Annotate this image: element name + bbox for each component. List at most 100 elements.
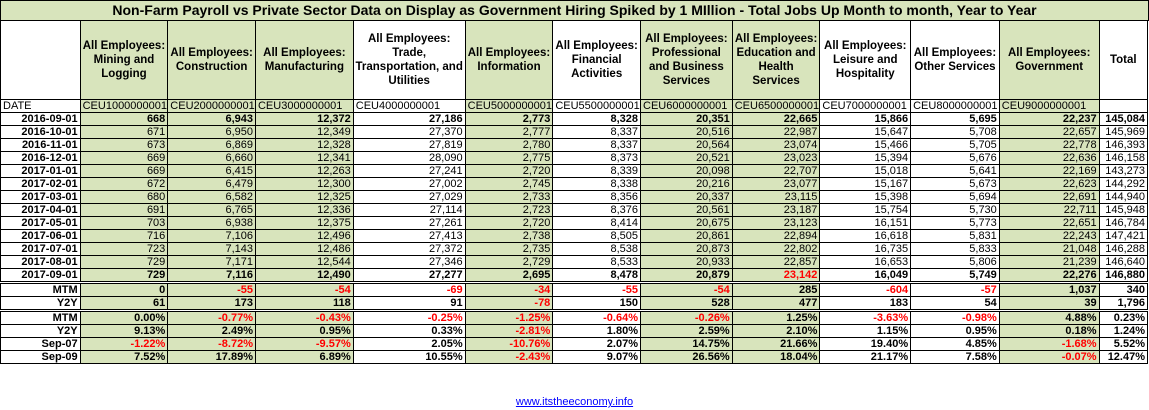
data-cell: 16,735 [819, 242, 912, 256]
data-cell: 23,123 [731, 216, 821, 230]
data-cell: 1.15% [819, 324, 912, 338]
data-cell: 22,707 [731, 164, 821, 178]
row-label: 2017-06-01 [0, 229, 81, 243]
data-cell: 12,328 [254, 138, 354, 152]
data-cell: 147,421 [1098, 229, 1149, 243]
data-cell: 5,833 [910, 242, 1000, 256]
data-cell: 61 [79, 296, 169, 311]
sheet-title: Non-Farm Payroll vs Private Sector Data … [0, 0, 1149, 21]
data-cell: 20,516 [640, 125, 733, 139]
data-cell: 8,339 [552, 164, 641, 178]
data-cell: 18.04% [731, 350, 821, 364]
data-cell: -55 [552, 281, 641, 297]
column-header: All Employees: Mining and Logging [79, 20, 169, 100]
series-code-cell: CEU9000000001 [998, 99, 1100, 113]
data-cell: 2.10% [731, 324, 821, 338]
data-cell: 4.85% [910, 337, 1000, 351]
data-cell: -604 [819, 281, 912, 297]
row-label: 2017-04-01 [0, 203, 81, 217]
data-cell: 669 [79, 164, 169, 178]
data-cell: 528 [640, 296, 733, 311]
column-header: All Employees: Information [464, 20, 554, 100]
data-cell: 14.75% [640, 337, 733, 351]
data-cell: 8,538 [552, 242, 641, 256]
row-label: 2016-12-01 [0, 151, 81, 165]
data-cell: 2.07% [552, 337, 641, 351]
data-cell: 12,263 [254, 164, 354, 178]
data-cell: 1.24% [1098, 324, 1149, 338]
data-cell: 23,187 [731, 203, 821, 217]
data-cell: 22,243 [998, 229, 1100, 243]
data-cell: 2,775 [464, 151, 554, 165]
data-cell: 0.33% [352, 324, 466, 338]
data-cell: 12.47% [1098, 350, 1149, 364]
data-cell: 16,049 [819, 268, 912, 283]
data-cell: 7,116 [167, 268, 256, 283]
data-cell: 6,869 [167, 138, 256, 152]
data-cell: 7,171 [167, 255, 256, 269]
column-header: All Employees: Education and Health Serv… [731, 20, 821, 100]
footer-link[interactable]: www.itstheeconomy.info [515, 396, 634, 408]
data-cell: 8,356 [552, 190, 641, 204]
table-row: 2017-05-01 703 6,938 12,375 27,261 2,720 8,414… [0, 216, 1149, 230]
data-cell: 5,694 [910, 190, 1000, 204]
data-cell: 118 [254, 296, 354, 311]
row-label: 2017-07-01 [0, 242, 81, 256]
column-header: All Employees: Construction [167, 20, 256, 100]
data-cell: 0.18% [998, 324, 1100, 338]
data-cell: 1.25% [731, 309, 821, 325]
data-cell: 146,784 [1098, 216, 1149, 230]
data-cell: 729 [79, 255, 169, 269]
column-header: All Employees: Professional and Business… [640, 20, 733, 100]
data-cell: 91 [352, 296, 466, 311]
data-cell: 668 [79, 112, 169, 126]
data-cell: 6,938 [167, 216, 256, 230]
data-cell: 23,023 [731, 151, 821, 165]
column-header: All Employees: Manufacturing [254, 20, 354, 100]
table-row: 2017-01-01 669 6,415 12,263 27,241 2,720 8,339… [0, 164, 1149, 178]
table-row: 2017-06-01 716 7,106 12,496 27,413 2,738 8,505… [0, 229, 1149, 243]
data-cell: 16,653 [819, 255, 912, 269]
header-row: All Employees: Mining and Logging All Emp… [0, 20, 1149, 100]
row-label: MTM [0, 281, 81, 297]
data-cell: 8,337 [552, 125, 641, 139]
series-code-cell: CEU4000000001 [352, 99, 466, 113]
data-cell: 1,796 [1098, 296, 1149, 311]
data-cell: 729 [79, 268, 169, 283]
series-code-cell: CEU3000000001 [254, 99, 354, 113]
data-cell: -3.63% [819, 309, 912, 325]
series-code-row: DATE CEU1000000001 CEU2000000001 CEU3000000… [0, 99, 1149, 113]
series-code-cell: DATE [0, 99, 81, 113]
data-cell: 2,777 [464, 125, 554, 139]
data-cell: 2.49% [167, 324, 256, 338]
data-cell: 669 [79, 151, 169, 165]
data-cell: 6,943 [167, 112, 256, 126]
data-cell: 145,084 [1098, 112, 1149, 126]
data-cell: 6,415 [167, 164, 256, 178]
data-cell: 12,375 [254, 216, 354, 230]
column-header: All Employees: Leisure and Hospitality [819, 20, 912, 100]
data-cell: 15,394 [819, 151, 912, 165]
row-label: 2017-03-01 [0, 190, 81, 204]
data-cell: 23,077 [731, 177, 821, 191]
data-cell: -54 [640, 281, 733, 297]
data-cell: -54 [254, 281, 354, 297]
data-cell: 2,745 [464, 177, 554, 191]
data-cell: 23,142 [731, 268, 821, 283]
data-cell: 8,533 [552, 255, 641, 269]
data-cell: 145,948 [1098, 203, 1149, 217]
column-header [0, 20, 81, 100]
data-cell: 27,370 [352, 125, 466, 139]
data-cell: 8,376 [552, 203, 641, 217]
data-cell: 21,239 [998, 255, 1100, 269]
data-cell: 23,115 [731, 190, 821, 204]
data-cell: 5,641 [910, 164, 1000, 178]
data-cell: 8,337 [552, 138, 641, 152]
data-cell: 15,398 [819, 190, 912, 204]
data-cell: 22,623 [998, 177, 1100, 191]
data-cell: 2,720 [464, 216, 554, 230]
data-cell: 22,169 [998, 164, 1100, 178]
data-cell: 19.40% [819, 337, 912, 351]
data-cell: 20,879 [640, 268, 733, 283]
data-cell: 8,478 [552, 268, 641, 283]
